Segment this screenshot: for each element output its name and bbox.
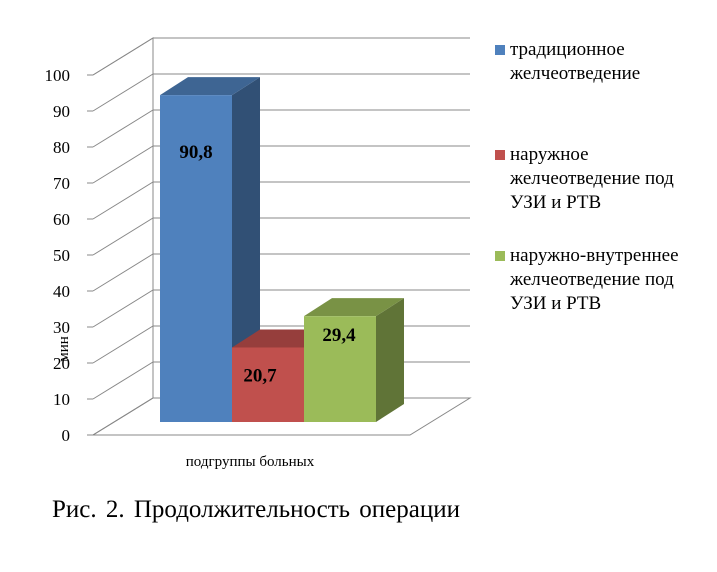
y-tick-label: 0 xyxy=(62,426,71,445)
gridline xyxy=(92,37,470,76)
bar-front xyxy=(304,316,376,422)
y-tick-label: 70 xyxy=(53,174,70,193)
gridline xyxy=(92,289,470,328)
bar-1 xyxy=(160,77,260,423)
gridlines xyxy=(92,37,470,436)
bar-3 xyxy=(304,298,404,422)
y-tick-label: 60 xyxy=(53,210,70,229)
gridline xyxy=(92,217,470,256)
bar-front xyxy=(232,347,304,422)
legend-swatch xyxy=(495,150,505,160)
y-tick-label: 20 xyxy=(53,354,70,373)
bar-front xyxy=(160,95,232,423)
y-axis-label: мин xyxy=(56,336,72,362)
y-tick-label: 100 xyxy=(45,66,71,85)
gridline xyxy=(92,73,470,112)
gridline xyxy=(92,145,470,184)
legend-label: традиционное желчеотведение xyxy=(510,39,641,84)
data-label: 29,4 xyxy=(322,325,356,346)
gridline xyxy=(92,109,470,148)
legend-swatch xyxy=(495,251,505,261)
y-tick-label: 10 xyxy=(53,390,70,409)
y-axis-ticks: 0 10 20 30 40 50 60 70 80 90 100 xyxy=(45,66,93,445)
legend-swatch xyxy=(495,45,505,55)
data-label: 90,8 xyxy=(179,142,212,163)
x-axis-label: подгруппы больных xyxy=(186,454,315,470)
legend-item: наружно-внутреннее желчеотведение под УЗ… xyxy=(495,244,679,316)
y-tick-label: 50 xyxy=(53,246,70,265)
y-tick-label: 30 xyxy=(53,318,70,337)
legend-label: наружно-внутреннее желчеотведение под УЗ… xyxy=(510,245,679,314)
figure-caption: Рис. 2. Продолжительность операции xyxy=(52,496,461,523)
gridline xyxy=(92,181,470,220)
y-tick-label: 40 xyxy=(53,282,70,301)
bar-side xyxy=(376,298,404,422)
legend-item: наружное желчеотведение под УЗИ и РТВ xyxy=(495,143,674,215)
legend-item: традиционное желчеотведение xyxy=(495,38,640,86)
data-label: 20,7 xyxy=(243,365,277,386)
y-tick-label: 80 xyxy=(53,138,70,157)
bar-top xyxy=(160,77,260,96)
y-tick-label: 90 xyxy=(53,102,70,121)
data-labels: 90,8 20,7 29,4 xyxy=(179,142,356,386)
bars xyxy=(160,77,404,423)
bar-top xyxy=(304,298,404,317)
legend-label: наружное желчеотведение под УЗИ и РТВ xyxy=(510,144,674,213)
gridline xyxy=(92,253,470,292)
